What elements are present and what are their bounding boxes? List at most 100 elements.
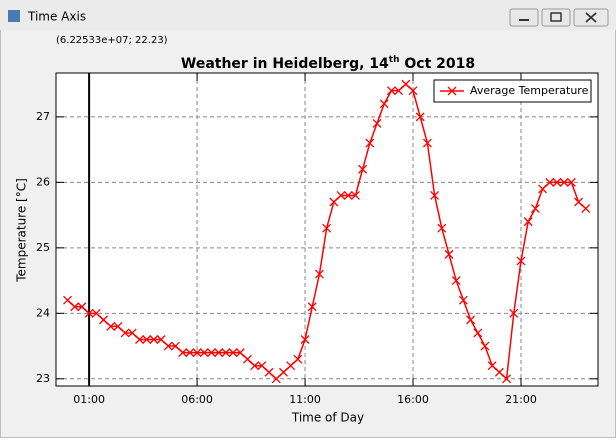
- y-tick-label: 24: [36, 306, 50, 319]
- y-tick-label: 23: [36, 372, 50, 385]
- data-point: [228, 348, 238, 358]
- data-point: [523, 217, 533, 227]
- x-axis-label: Time of Day: [291, 411, 364, 425]
- data-point: [257, 361, 267, 371]
- y-tick-label: 27: [36, 110, 50, 123]
- data-point: [127, 328, 137, 338]
- data-point: [451, 276, 461, 286]
- data-point: [581, 204, 591, 214]
- data-point: [487, 361, 497, 371]
- data-point: [113, 321, 123, 331]
- data-point: [250, 361, 260, 371]
- data-point: [480, 341, 490, 351]
- data-point: [358, 164, 368, 174]
- data-point: [221, 348, 231, 358]
- data-point: [156, 335, 166, 344]
- data-point: [329, 197, 339, 207]
- app-icon: [8, 10, 20, 22]
- data-point: [77, 302, 87, 312]
- data-point: [178, 348, 188, 358]
- plot: [56, 73, 598, 386]
- data-point: [343, 190, 353, 200]
- data-point: [574, 197, 584, 207]
- data-point: [99, 315, 108, 325]
- legend-box: [433, 79, 592, 103]
- minimize-button[interactable]: [509, 8, 539, 27]
- data-point: [350, 190, 360, 200]
- data-point: [286, 361, 296, 371]
- data-point: [386, 86, 396, 96]
- data-point: [192, 348, 202, 358]
- x-tick-label: 06:00: [181, 393, 213, 406]
- data-point: [84, 308, 94, 318]
- chart-title: Weather in Heidelberg, 14th Oct 2018: [181, 55, 475, 73]
- data-point: [473, 328, 483, 338]
- data-point: [530, 204, 540, 214]
- data-point: [171, 341, 180, 351]
- data-point: [394, 86, 404, 96]
- data-point: [365, 138, 375, 148]
- data-point: [207, 348, 216, 358]
- data-point: [106, 321, 116, 331]
- close-icon: [585, 12, 597, 23]
- data-point: [322, 223, 332, 233]
- data-point: [401, 79, 411, 89]
- data-point: [437, 223, 447, 233]
- data-point: [70, 302, 80, 312]
- data-point: [408, 86, 418, 96]
- data-point: [422, 138, 432, 148]
- data-point: [545, 177, 555, 187]
- data-point: [307, 302, 317, 312]
- title-text: Weather in Heidelberg, 14: [181, 56, 389, 72]
- x-tick-label: 01:00: [73, 393, 105, 406]
- maximize-button[interactable]: [541, 8, 571, 27]
- cursor-coordinates: (6.22533e+07; 22.23): [56, 35, 168, 46]
- data-point: [502, 374, 512, 384]
- data-point: [264, 367, 274, 377]
- data-point: [538, 184, 548, 194]
- data-point: [235, 348, 245, 358]
- data-point: [278, 367, 288, 377]
- y-tick-label: 26: [36, 175, 50, 188]
- data-point: [509, 308, 519, 318]
- data-point: [185, 348, 195, 358]
- window-title: Time Axis: [27, 10, 86, 24]
- data-point: [415, 112, 425, 122]
- data-point: [63, 295, 72, 305]
- data-point: [566, 177, 576, 187]
- data-point: [91, 308, 101, 318]
- data-point: [552, 177, 562, 187]
- x-tick-label: 16:00: [397, 393, 429, 406]
- x-tick-label: 21:00: [505, 393, 537, 406]
- data-point: [271, 374, 281, 384]
- data-point: [314, 269, 324, 279]
- data-point: [336, 190, 346, 200]
- data-point: [135, 335, 144, 344]
- y-tick-label: 25: [36, 241, 50, 254]
- y-axis-label: Temperature [°C]: [15, 178, 29, 283]
- data-point: [372, 118, 382, 128]
- data-point: [120, 328, 130, 338]
- data-point: [559, 177, 569, 187]
- data-point: [430, 190, 440, 200]
- data-point: [494, 367, 504, 377]
- data-point: [379, 99, 389, 109]
- data-point: [149, 335, 159, 344]
- plot-frame: [55, 72, 599, 387]
- title-superscript: th: [389, 55, 400, 65]
- title-text: Oct 2018: [400, 56, 476, 72]
- maximize-icon: [550, 12, 562, 22]
- x-tick-label: 11:00: [289, 393, 321, 406]
- data-point: [293, 354, 303, 364]
- data-point: [466, 315, 476, 325]
- data-point: [214, 348, 224, 358]
- data-point: [243, 354, 252, 364]
- legend-label: Average Temperature: [470, 84, 589, 97]
- data-point: [199, 348, 209, 358]
- data-point: [444, 249, 454, 259]
- data-point: [516, 256, 526, 266]
- data-point: [142, 335, 152, 344]
- data-point: [458, 295, 468, 305]
- legend-marker: [447, 86, 457, 96]
